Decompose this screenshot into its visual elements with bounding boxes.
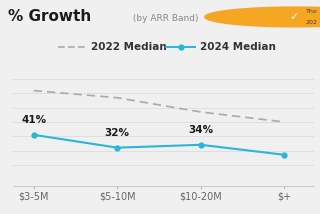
- Text: 2022 Median: 2022 Median: [91, 42, 167, 52]
- Text: 2024 Median: 2024 Median: [200, 42, 276, 52]
- Text: ✓: ✓: [290, 12, 299, 22]
- Text: Tho: Tho: [306, 9, 317, 14]
- Text: 32%: 32%: [105, 128, 130, 138]
- Text: 202: 202: [306, 21, 317, 25]
- Text: 41%: 41%: [21, 115, 46, 125]
- Text: (by ARR Band): (by ARR Band): [130, 14, 198, 23]
- Text: 34%: 34%: [188, 125, 213, 135]
- Text: % Growth: % Growth: [8, 9, 91, 24]
- Circle shape: [205, 7, 320, 27]
